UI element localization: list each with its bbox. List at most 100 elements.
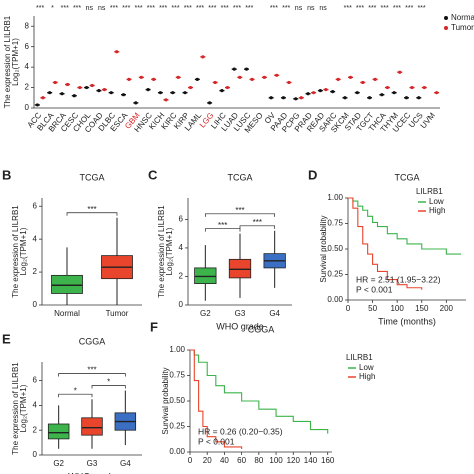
point <box>361 80 365 85</box>
x-tick-label: 0 <box>188 456 193 465</box>
x-tick-label: G3 <box>87 459 98 468</box>
y-tick-label: 6 <box>33 376 38 385</box>
y-axis-label: The expression of LILRB1 <box>11 205 20 298</box>
point <box>84 85 89 90</box>
point <box>109 91 113 95</box>
point <box>385 85 390 90</box>
panel-label: D <box>308 167 317 182</box>
point <box>213 80 217 85</box>
y-axis-label: The expression of LILRB1 <box>11 362 20 455</box>
point <box>60 92 64 96</box>
x-tick-label: UVM <box>419 111 438 131</box>
point <box>35 103 39 107</box>
significance-bracket <box>58 373 126 377</box>
y-tick-label: 0.25 <box>169 422 185 431</box>
x-tick-label: 160 <box>321 456 335 465</box>
y-tick-label: 4 <box>179 243 184 252</box>
significance-bracket <box>239 225 276 229</box>
box <box>81 417 103 436</box>
point <box>250 77 254 81</box>
point <box>324 88 328 92</box>
annotation: P < 0.001 <box>198 436 235 446</box>
annotation: HR = 0.26 (0.20−0.35) <box>198 426 283 436</box>
significance-label: ns <box>295 5 303 12</box>
significance-label: *** <box>245 5 253 12</box>
point <box>183 91 187 95</box>
chart-title: TCGA <box>227 172 252 182</box>
point <box>269 96 273 100</box>
y-tick-label: 1.00 <box>327 193 343 202</box>
point <box>398 70 402 74</box>
y-tick-label: 2 <box>179 272 184 281</box>
y-tick-label: 0.00 <box>169 447 185 456</box>
point <box>348 75 353 79</box>
significance-label: *** <box>218 221 227 230</box>
box <box>51 274 83 294</box>
x-axis-label: WHO grade <box>216 321 264 331</box>
point <box>90 83 94 88</box>
y-axis-label: Log₂(TPM+1) <box>19 384 28 432</box>
y-axis-label: Log₂(TPM+1) <box>19 227 28 275</box>
significance-label: * <box>51 5 54 12</box>
significance-label: *** <box>110 5 118 12</box>
significance-label: *** <box>417 5 425 12</box>
y-tick-label: 6 <box>179 215 184 224</box>
panel-label: B <box>2 167 11 182</box>
significance-label: *** <box>73 5 81 12</box>
point <box>65 82 70 87</box>
y-axis-label: Survival probability <box>161 367 170 434</box>
significance-label: *** <box>344 5 352 12</box>
significance-label: *** <box>208 5 216 12</box>
significance-label: *** <box>270 5 278 12</box>
legend-title: LILRB1 <box>416 187 443 196</box>
y-tick-label: 6 <box>33 201 38 210</box>
x-tick-label: 40 <box>220 456 229 465</box>
point <box>208 101 212 105</box>
point <box>262 75 266 79</box>
significance-label: *** <box>282 5 290 12</box>
significance-label: *** <box>171 5 179 12</box>
y-tick-label: 0.50 <box>169 396 185 405</box>
point <box>367 96 372 100</box>
point <box>171 91 175 95</box>
point <box>244 67 249 71</box>
point <box>134 101 138 105</box>
point <box>294 97 298 101</box>
significance-label: *** <box>87 205 96 214</box>
legend-title: LILRB1 <box>346 353 373 362</box>
y-tick-label: 0.75 <box>169 371 185 380</box>
significance-label: *** <box>221 5 229 12</box>
x-tick-label: 150 <box>415 304 429 313</box>
point <box>238 75 242 79</box>
panel-label: F <box>150 319 158 334</box>
significance-label: * <box>74 386 77 395</box>
y-tick-label: 0 <box>179 300 184 309</box>
legend-label: Low <box>429 197 444 206</box>
x-tick-label: 100 <box>390 304 404 313</box>
box <box>228 258 252 279</box>
point <box>41 96 45 100</box>
legend-marker <box>444 16 448 20</box>
point <box>53 80 57 85</box>
y-axis-label: Survival probability <box>319 215 328 282</box>
x-tick-label: 200 <box>440 304 454 313</box>
x-tick-label: 100 <box>269 456 283 465</box>
point <box>417 96 421 100</box>
point <box>146 88 150 92</box>
y-tick-label: 4 <box>33 401 38 410</box>
survival-curve <box>348 197 462 255</box>
y-tick-label: 0 <box>25 103 30 112</box>
significance-label: *** <box>235 206 244 215</box>
survival-curve <box>190 349 329 434</box>
point <box>275 73 279 77</box>
significance-label: *** <box>196 5 204 12</box>
y-tick-label: 0.25 <box>327 270 343 279</box>
point <box>306 92 310 96</box>
y-tick-label: 1.00 <box>169 345 185 354</box>
legend-label: Tumor <box>451 23 474 32</box>
significance-label: *** <box>356 5 364 12</box>
point <box>220 89 224 93</box>
significance-label: *** <box>87 366 96 375</box>
significance-label: *** <box>368 5 376 12</box>
point <box>392 91 396 95</box>
